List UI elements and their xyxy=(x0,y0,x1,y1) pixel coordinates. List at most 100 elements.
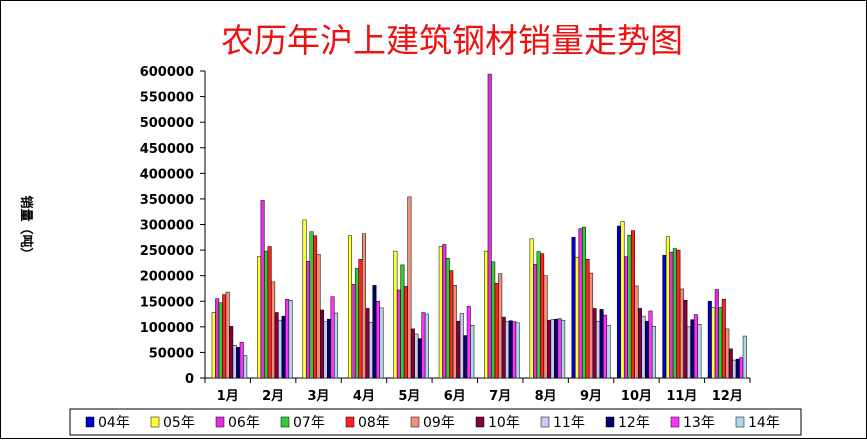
bar-14年-11月 xyxy=(697,324,702,379)
bar-10年-2月 xyxy=(274,312,279,379)
bar-08年-10月 xyxy=(630,230,635,379)
bar-13年-5月 xyxy=(421,312,426,379)
legend-swatch xyxy=(410,416,420,428)
y-tick-label: 200000 xyxy=(140,270,194,285)
bar-08年-2月 xyxy=(267,246,272,379)
bar-12年-8月 xyxy=(554,318,559,379)
y-tick-label: 100000 xyxy=(140,321,194,336)
bar-09年-1月 xyxy=(225,291,230,379)
legend-label: 05年 xyxy=(163,415,195,431)
legend-swatch xyxy=(670,416,680,428)
legend-label: 08年 xyxy=(358,415,390,431)
bar-06年-11月 xyxy=(669,251,674,379)
x-tick-label: 4月 xyxy=(353,389,375,404)
bar-13年-9月 xyxy=(603,314,608,379)
legend-item: 09年 xyxy=(410,415,455,431)
legend-label: 10年 xyxy=(488,415,520,431)
bar-12年-10月 xyxy=(644,320,649,379)
bar-05年-12月 xyxy=(711,307,716,379)
bar-13年-2月 xyxy=(285,298,290,379)
bar-05年-11月 xyxy=(665,236,670,379)
bar-06年-6月 xyxy=(442,244,447,379)
bar-08年-5月 xyxy=(403,286,408,379)
y-tick-label: 300000 xyxy=(140,219,194,234)
bar-08年-11月 xyxy=(676,249,681,379)
legend-swatch xyxy=(605,416,615,428)
bar-11年-1月 xyxy=(232,345,237,379)
legend-swatch xyxy=(735,416,745,428)
legend-swatch xyxy=(540,416,550,428)
legend-item: 13年 xyxy=(670,415,715,431)
bar-10年-12月 xyxy=(728,348,733,379)
legend-item: 06年 xyxy=(215,415,260,431)
bar-07年-11月 xyxy=(672,248,677,379)
bar-09年-5月 xyxy=(407,196,412,379)
bar-05年-5月 xyxy=(393,250,398,379)
bar-10年-1月 xyxy=(229,326,234,379)
bar-08年-4月 xyxy=(358,259,363,379)
bar-09年-11月 xyxy=(679,288,684,379)
legend-swatch xyxy=(215,416,225,428)
bar-05年-10月 xyxy=(620,221,625,379)
bar-13年-10月 xyxy=(648,310,653,379)
bar-14年-8月 xyxy=(561,319,566,379)
bar-09年-4月 xyxy=(361,233,366,379)
bar-10年-11月 xyxy=(683,299,688,379)
bar-07年-9月 xyxy=(582,226,587,379)
bar-05年-3月 xyxy=(302,219,307,379)
legend-label: 13年 xyxy=(683,415,715,431)
y-tick-label: 250000 xyxy=(140,244,194,259)
legend-label: 11年 xyxy=(553,415,585,431)
bar-11年-8月 xyxy=(550,319,555,379)
bar-07年-8月 xyxy=(536,251,541,379)
bar-06年-12月 xyxy=(714,289,719,379)
y-tick-label: 450000 xyxy=(140,142,194,157)
bar-08年-1月 xyxy=(222,294,227,379)
bar-08年-9月 xyxy=(585,259,590,379)
bar-09年-8月 xyxy=(543,275,548,379)
bar-13年-8月 xyxy=(557,318,562,379)
bar-08年-8月 xyxy=(540,253,545,379)
bar-06年-3月 xyxy=(306,261,311,379)
bar-11年-12月 xyxy=(732,359,737,379)
bar-12年-11月 xyxy=(690,319,695,379)
legend-swatch xyxy=(150,416,160,428)
bar-06年-8月 xyxy=(533,264,538,379)
bar-07年-1月 xyxy=(218,302,223,379)
bar-12年-12月 xyxy=(735,358,740,379)
bar-09年-3月 xyxy=(316,253,321,379)
bar-14年-12月 xyxy=(742,335,747,379)
bar-07年-10月 xyxy=(627,234,632,379)
bar-05年-8月 xyxy=(529,238,534,379)
bar-12年-1月 xyxy=(236,347,241,379)
bar-05年-9月 xyxy=(575,256,580,379)
plot-area: 0 50000 100000 150000 200000 250000 300000 3500… xyxy=(140,65,751,404)
bar-07年-2月 xyxy=(264,250,269,379)
bar-06年-9月 xyxy=(578,228,583,379)
bar-09年-6月 xyxy=(452,285,457,379)
legend-swatch xyxy=(475,416,485,428)
bar-05年-6月 xyxy=(438,246,443,379)
bar-09年-7月 xyxy=(498,273,503,379)
y-tick-label: 550000 xyxy=(140,91,194,106)
bar-11年-7月 xyxy=(505,321,510,379)
bar-11年-6月 xyxy=(459,313,464,379)
y-tick-label: 150000 xyxy=(140,295,194,310)
bar-10年-3月 xyxy=(320,309,325,379)
bar-13年-1月 xyxy=(239,341,244,379)
bar-05年-2月 xyxy=(257,256,262,379)
bar-14年-10月 xyxy=(651,326,656,379)
legend-item: 11年 xyxy=(540,415,585,431)
x-tick-label: 3月 xyxy=(308,389,330,404)
bar-12年-6月 xyxy=(463,335,468,379)
x-tick-label: 9月 xyxy=(580,389,602,404)
bar-07年-7月 xyxy=(491,261,496,379)
bar-09年-9月 xyxy=(589,272,594,379)
bar-06年-2月 xyxy=(260,200,265,379)
bar-07年-3月 xyxy=(309,231,314,379)
bar-08年-12月 xyxy=(721,298,726,379)
bar-14年-1月 xyxy=(243,355,248,379)
bar-14年-6月 xyxy=(470,325,475,379)
legend-item: 14年 xyxy=(735,415,780,431)
